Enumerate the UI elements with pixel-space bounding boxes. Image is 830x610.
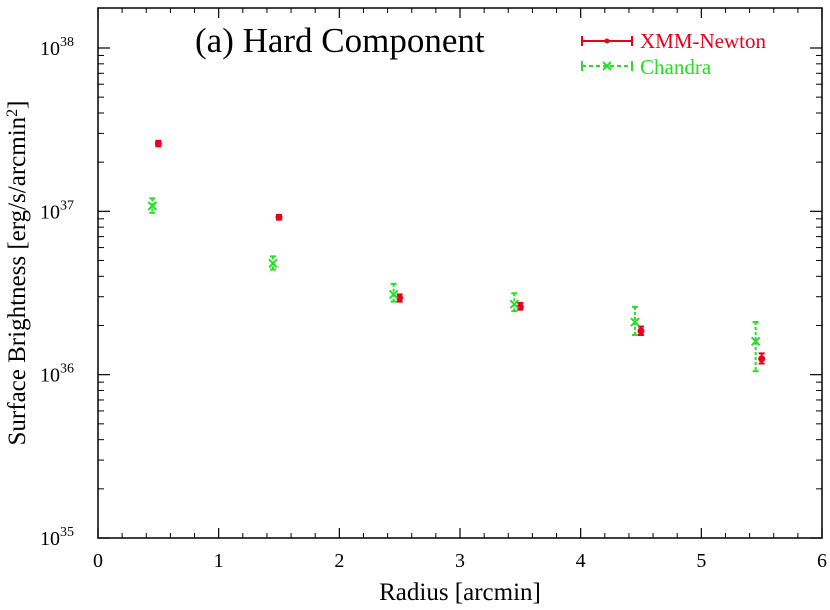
- data-point: [396, 294, 404, 302]
- y-tick-label: 1035: [40, 525, 74, 550]
- y-tick-label-exp: 38: [60, 35, 74, 50]
- y-tick-label: 1037: [40, 198, 74, 223]
- y-axis-label-close: ]: [4, 101, 31, 109]
- data-point: [388, 289, 399, 300]
- legend-marker-chandra: [602, 61, 612, 71]
- data-series: [147, 139, 766, 373]
- y-axis-label-base: Surface Brightness [erg/s/arcmin: [4, 116, 31, 445]
- y-tick-label-base: 10: [40, 38, 60, 60]
- series-xmm-newton: [154, 139, 766, 365]
- legend-label-xmm: XMM-Newton: [640, 29, 766, 53]
- legend-label-chandra: Chandra: [640, 55, 712, 79]
- y-tick-label-base: 10: [40, 365, 60, 387]
- data-point: [147, 201, 158, 211]
- data-point: [630, 317, 640, 327]
- x-tick-label: 0: [93, 550, 103, 572]
- data-point: [509, 299, 520, 309]
- data-point: [154, 140, 162, 148]
- y-axis-label: Surface Brightness [erg/s/arcmin2]: [4, 101, 32, 446]
- y-tick-label-base: 10: [40, 201, 60, 223]
- y-tick-label-exp: 37: [60, 198, 74, 213]
- chart-title: (a) Hard Component: [195, 21, 485, 60]
- x-axis-label: Radius [arcmin]: [379, 579, 541, 606]
- data-point: [758, 355, 766, 363]
- x-axis-ticks: 0 1 2 3 4 5 6: [93, 8, 827, 572]
- legend-entry-chandra: Chandra: [581, 55, 712, 79]
- y-tick-label-exp: 36: [60, 362, 74, 377]
- x-tick-label: 2: [334, 550, 344, 572]
- data-point: [275, 213, 283, 221]
- legend-entry-xmm: XMM-Newton: [581, 29, 766, 53]
- legend: XMM-Newton Chandra: [581, 29, 766, 79]
- x-tick-label: 4: [576, 550, 586, 572]
- x-tick-label: 3: [455, 550, 465, 572]
- x-tick-label: 6: [817, 550, 827, 572]
- y-tick-label: 1038: [40, 35, 74, 60]
- x-tick-label: 1: [214, 550, 224, 572]
- y-axis-label-sup: 2: [4, 109, 21, 117]
- y-tick-label-base: 10: [40, 528, 60, 550]
- data-point: [637, 327, 645, 335]
- data-point: [750, 336, 761, 347]
- series-chandra: [147, 197, 761, 373]
- data-point: [516, 303, 524, 311]
- x-tick-label: 5: [696, 550, 706, 572]
- y-tick-label-exp: 35: [60, 525, 74, 540]
- legend-marker-xmm: [604, 38, 610, 44]
- y-tick-label: 1036: [40, 362, 74, 387]
- data-point: [268, 258, 278, 269]
- plot-frame: [97, 7, 823, 539]
